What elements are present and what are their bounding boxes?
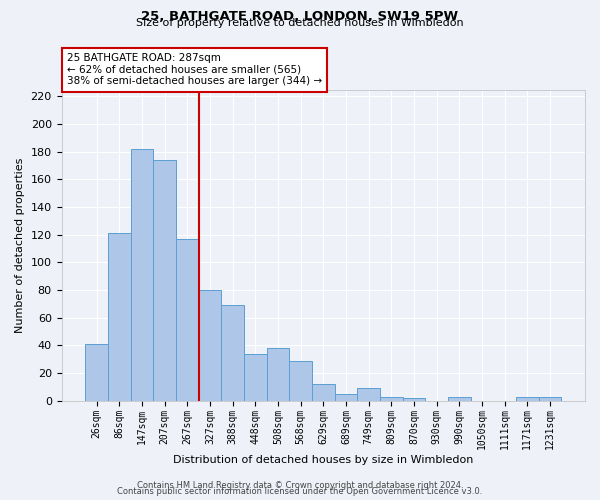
Bar xyxy=(448,396,470,400)
Text: 25 BATHGATE ROAD: 287sqm
← 62% of detached houses are smaller (565)
38% of semi-: 25 BATHGATE ROAD: 287sqm ← 62% of detach… xyxy=(67,53,322,86)
Bar xyxy=(176,239,199,400)
Text: 25, BATHGATE ROAD, LONDON, SW19 5PW: 25, BATHGATE ROAD, LONDON, SW19 5PW xyxy=(142,10,458,23)
Bar xyxy=(539,396,561,400)
Bar xyxy=(85,344,108,401)
Text: Contains public sector information licensed under the Open Government Licence v3: Contains public sector information licen… xyxy=(118,488,482,496)
Text: Contains HM Land Registry data © Crown copyright and database right 2024.: Contains HM Land Registry data © Crown c… xyxy=(137,481,463,490)
Bar xyxy=(380,396,403,400)
Bar xyxy=(516,396,539,400)
Bar xyxy=(244,354,266,401)
Bar xyxy=(221,306,244,400)
Text: Size of property relative to detached houses in Wimbledon: Size of property relative to detached ho… xyxy=(136,18,464,28)
Bar xyxy=(266,348,289,401)
Bar xyxy=(199,290,221,401)
Bar xyxy=(131,149,154,401)
Bar xyxy=(357,388,380,400)
X-axis label: Distribution of detached houses by size in Wimbledon: Distribution of detached houses by size … xyxy=(173,455,473,465)
Bar xyxy=(312,384,335,400)
Bar xyxy=(403,398,425,400)
Bar xyxy=(335,394,357,400)
Bar xyxy=(108,234,131,400)
Y-axis label: Number of detached properties: Number of detached properties xyxy=(15,158,25,333)
Bar xyxy=(154,160,176,400)
Bar xyxy=(289,360,312,401)
